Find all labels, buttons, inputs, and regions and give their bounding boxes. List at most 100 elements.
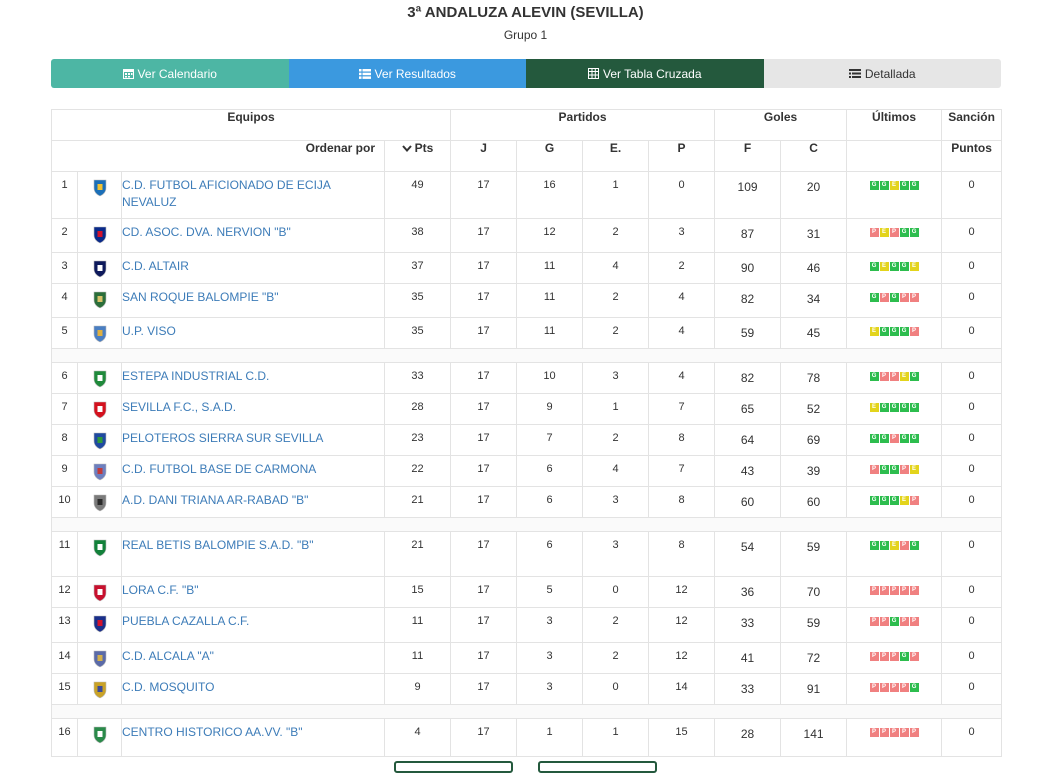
- goals-for-cell: 82: [714, 283, 782, 318]
- team-name-link[interactable]: SAN ROQUE BALOMPIE "B": [122, 290, 279, 304]
- result-badge: G: [909, 683, 919, 692]
- team-name-link[interactable]: CENTRO HISTORICO AA.VV. "B": [122, 725, 303, 739]
- goals-for-cell: 33: [714, 607, 782, 643]
- col-header-g[interactable]: G: [516, 140, 584, 172]
- betis-crest-icon: [93, 539, 106, 557]
- result-badge: G: [869, 496, 879, 505]
- result-badge: P: [899, 293, 909, 302]
- team-name-link[interactable]: SEVILLA F.C., S.A.D.: [122, 400, 237, 414]
- result-badge: P: [879, 372, 889, 381]
- result-badge: G: [869, 372, 879, 381]
- played-cell: 17: [450, 455, 518, 487]
- played-cell: 17: [450, 218, 518, 253]
- team-name-link[interactable]: A.D. DANI TRIANA AR-RABAD "B": [122, 493, 309, 507]
- tab-ver-resultados[interactable]: Ver Resultados: [288, 59, 526, 88]
- team-name-cell: CENTRO HISTORICO AA.VV. "B": [121, 718, 385, 757]
- tab-label: Ver Tabla Cruzada: [602, 66, 702, 81]
- crest-cell: [77, 718, 122, 757]
- team-name-link[interactable]: REAL BETIS BALOMPIE S.A.D. "B": [122, 538, 314, 552]
- result-badge: G: [869, 541, 879, 550]
- result-badge: P: [899, 465, 909, 474]
- team-name-link[interactable]: C.D. ALTAIR: [122, 259, 189, 273]
- team-name-link[interactable]: C.D. ALCALA "A": [122, 649, 214, 663]
- pager-button-next[interactable]: [538, 761, 657, 773]
- mosquito-crest-icon: [93, 681, 106, 699]
- drawn-cell: 3: [582, 362, 650, 394]
- table-row: 7 SEVILLA F.C., S.A.D. 28 17 9 1 7 65 52 E G G G G 0: [51, 393, 1003, 425]
- goals-for-cell: 36: [714, 576, 782, 608]
- team-name-link[interactable]: U.P. VISO: [122, 324, 176, 338]
- result-badge: G: [909, 372, 919, 381]
- team-name-link[interactable]: CD. ASOC. DVA. NERVION "B": [122, 225, 291, 239]
- col-header-f[interactable]: F: [714, 140, 782, 172]
- crest-cell: [77, 673, 122, 705]
- lost-cell: 4: [648, 317, 716, 349]
- col-header-j[interactable]: J: [450, 140, 518, 172]
- group-separator-row: [50, 517, 1003, 532]
- team-name-link[interactable]: LORA C.F. "B": [122, 583, 199, 597]
- team-name-cell: C.D. FUTBOL BASE DE CARMONA: [121, 455, 385, 487]
- result-badge: E: [889, 181, 899, 190]
- team-name-cell: C.D. MOSQUITO: [121, 673, 385, 705]
- col-header-c[interactable]: C: [780, 140, 848, 172]
- won-cell: 11: [516, 252, 584, 284]
- table-row: 2 CD. ASOC. DVA. NERVION "B" 38 17 12 2 3 87 31 P…: [51, 218, 1003, 253]
- sancion-cell: 0: [941, 393, 1003, 425]
- position-cell: 2: [51, 218, 78, 253]
- col-header-e[interactable]: E.: [582, 140, 650, 172]
- goals-for-cell: 28: [714, 718, 782, 757]
- goals-for-cell: 87: [714, 218, 782, 253]
- position-cell: 8: [51, 424, 78, 456]
- page-subtitle: Grupo 1: [503, 28, 548, 42]
- played-cell: 17: [450, 718, 518, 757]
- result-badge: G: [889, 327, 899, 336]
- col-header-p[interactable]: P: [648, 140, 716, 172]
- goals-against-cell: 34: [780, 283, 848, 318]
- team-name-link[interactable]: C.D. FUTBOL AFICIONADO DE ECIJA NEVALUZ: [122, 178, 331, 209]
- goals-against-cell: 59: [780, 531, 848, 577]
- centro-historico-crest-icon: [93, 726, 106, 744]
- pts-cell: 11: [383, 607, 452, 643]
- sancion-cell: 0: [941, 455, 1003, 487]
- goals-for-cell: 65: [714, 393, 782, 425]
- tab-label: Ver Resultados: [374, 66, 456, 81]
- table-row: 5 U.P. VISO 35 17 11 2 4 59 45 E G G G P 0: [51, 317, 1003, 349]
- sort-pts-header[interactable]: Pts: [383, 140, 452, 172]
- goals-for-cell: 33: [714, 673, 782, 705]
- chevron-down-icon: [401, 145, 412, 153]
- sancion-cell: 0: [941, 218, 1003, 253]
- result-badge: P: [889, 434, 899, 443]
- played-cell: 17: [450, 486, 518, 518]
- tab-detallada[interactable]: Detallada: [763, 59, 1001, 88]
- table-row: 6 ESTEPA INDUSTRIAL C.D. 33 17 10 3 4 82 78 G P P E G…: [51, 362, 1003, 394]
- team-name-link[interactable]: C.D. FUTBOL BASE DE CARMONA: [122, 462, 317, 476]
- result-badge: P: [889, 728, 899, 737]
- crest-cell: [77, 486, 122, 518]
- tab-ver-calendario[interactable]: Ver Calendario: [51, 59, 289, 88]
- pager-button-prev[interactable]: [394, 761, 513, 773]
- lost-cell: 14: [648, 673, 716, 705]
- pts-cell: 33: [383, 362, 452, 394]
- pts-cell: 21: [383, 486, 452, 518]
- crest-cell: [77, 171, 122, 219]
- team-name-link[interactable]: C.D. MOSQUITO: [122, 680, 215, 694]
- result-badge: E: [869, 403, 879, 412]
- goals-against-cell: 46: [780, 252, 848, 284]
- table-row: 3 C.D. ALTAIR 37 17 11 4 2 90 46 G E G G E 0: [51, 252, 1003, 284]
- goals-against-cell: 52: [780, 393, 848, 425]
- team-name-link[interactable]: PUEBLA CAZALLA C.F.: [122, 614, 250, 628]
- tab-ver-tabla-cruzada[interactable]: Ver Tabla Cruzada: [526, 59, 764, 88]
- position-cell: 16: [51, 718, 78, 757]
- lost-cell: 12: [648, 576, 716, 608]
- team-name-link[interactable]: PELOTEROS SIERRA SUR SEVILLA: [122, 431, 324, 445]
- drawn-cell: 1: [582, 718, 650, 757]
- pts-cell: 21: [383, 531, 452, 577]
- result-badge: P: [869, 586, 879, 595]
- team-name-link[interactable]: ESTEPA INDUSTRIAL C.D.: [122, 369, 270, 383]
- played-cell: 17: [450, 642, 518, 674]
